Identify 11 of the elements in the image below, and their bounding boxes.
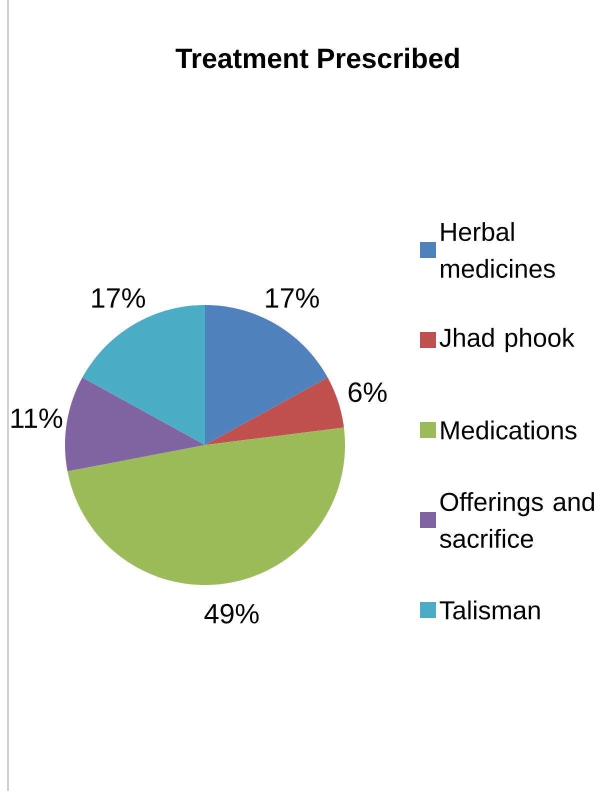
data-label: 6%: [348, 382, 387, 402]
legend-label: Jhad phook: [440, 328, 575, 352]
data-label: 49%: [204, 604, 259, 624]
chart-title: Treatment Prescribed: [176, 48, 459, 68]
legend-label: Herbal medicines: [440, 222, 555, 278]
data-label: 17%: [266, 288, 319, 308]
legend-label: Medications: [441, 420, 576, 440]
data-label: 17%: [92, 288, 145, 308]
legend-label: Offerings and sacrifice: [440, 492, 594, 548]
data-label: 11%: [12, 408, 62, 428]
legend-label: Talisman: [440, 600, 540, 620]
